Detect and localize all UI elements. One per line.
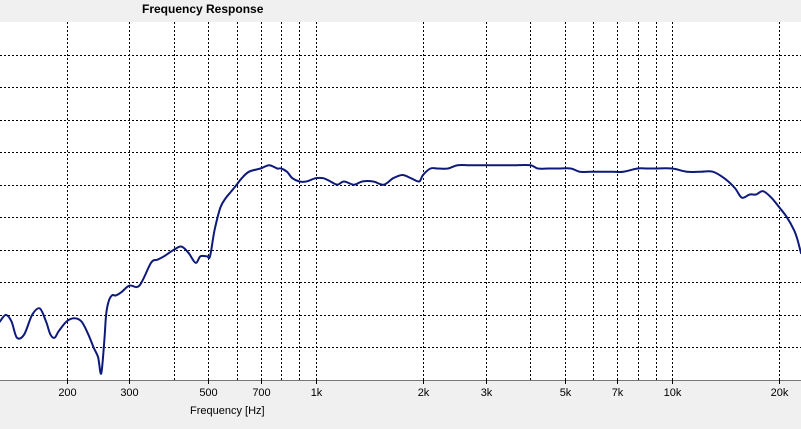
vertical-gridlines: [67, 22, 780, 380]
series-line-0: [0, 163, 801, 375]
x-tick-label-1: 300: [120, 387, 138, 399]
x-tick-label-8: 7k: [612, 387, 624, 399]
x-tick-label-10: 20k: [771, 387, 789, 399]
plot-area: [0, 22, 801, 380]
x-axis: 200 300 500 700 1k 2k 3k 5k 7k 10k 20k: [0, 380, 801, 399]
x-tick-label-3: 700: [252, 387, 270, 399]
frequency-response-plot: [0, 22, 801, 380]
chart-title: Frequency Response: [142, 2, 264, 16]
x-tick-label-9: 10k: [664, 387, 682, 399]
x-tick-label-5: 2k: [418, 387, 430, 399]
x-tick-labels: 200 300 500 700 1k 2k 3k 5k 7k 10k 20k: [58, 380, 789, 399]
x-axis-label: Frequency [Hz]: [190, 405, 265, 417]
horizontal-gridlines: [0, 55, 801, 348]
x-tick-label-0: 200: [58, 387, 76, 399]
x-tick-label-4: 1k: [311, 387, 323, 399]
series-layer: [0, 163, 801, 375]
x-tick-label-2: 500: [199, 387, 217, 399]
x-tick-label-6: 3k: [481, 387, 493, 399]
x-tick-label-7: 5k: [560, 387, 572, 399]
